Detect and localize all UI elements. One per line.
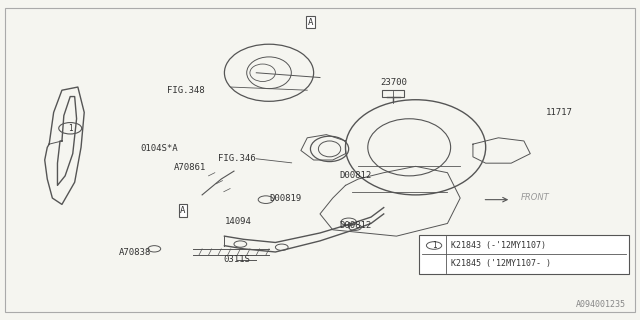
Text: 23700: 23700 (381, 78, 408, 87)
FancyBboxPatch shape (419, 235, 629, 274)
Text: 11717: 11717 (546, 108, 573, 117)
Text: A094001235: A094001235 (576, 300, 626, 309)
Text: 1: 1 (432, 241, 436, 250)
Text: FIG.348: FIG.348 (167, 86, 205, 95)
Text: FIG.346: FIG.346 (218, 154, 255, 163)
Text: K21843 (-'12MY1107): K21843 (-'12MY1107) (451, 241, 546, 250)
Text: D00812: D00812 (339, 172, 371, 180)
Text: 0311S: 0311S (223, 255, 250, 264)
Text: D00819: D00819 (269, 194, 301, 203)
Text: FRONT: FRONT (521, 193, 550, 202)
Text: 1: 1 (68, 124, 72, 133)
Text: K21845 ('12MY1107- ): K21845 ('12MY1107- ) (451, 259, 550, 268)
Text: 0104S*A: 0104S*A (140, 144, 178, 153)
Text: A70861: A70861 (173, 164, 205, 172)
Text: D00812: D00812 (339, 220, 371, 229)
Text: A70838: A70838 (119, 248, 152, 257)
Text: 14094: 14094 (225, 217, 252, 226)
Text: A: A (308, 18, 313, 27)
Text: A: A (180, 206, 186, 215)
